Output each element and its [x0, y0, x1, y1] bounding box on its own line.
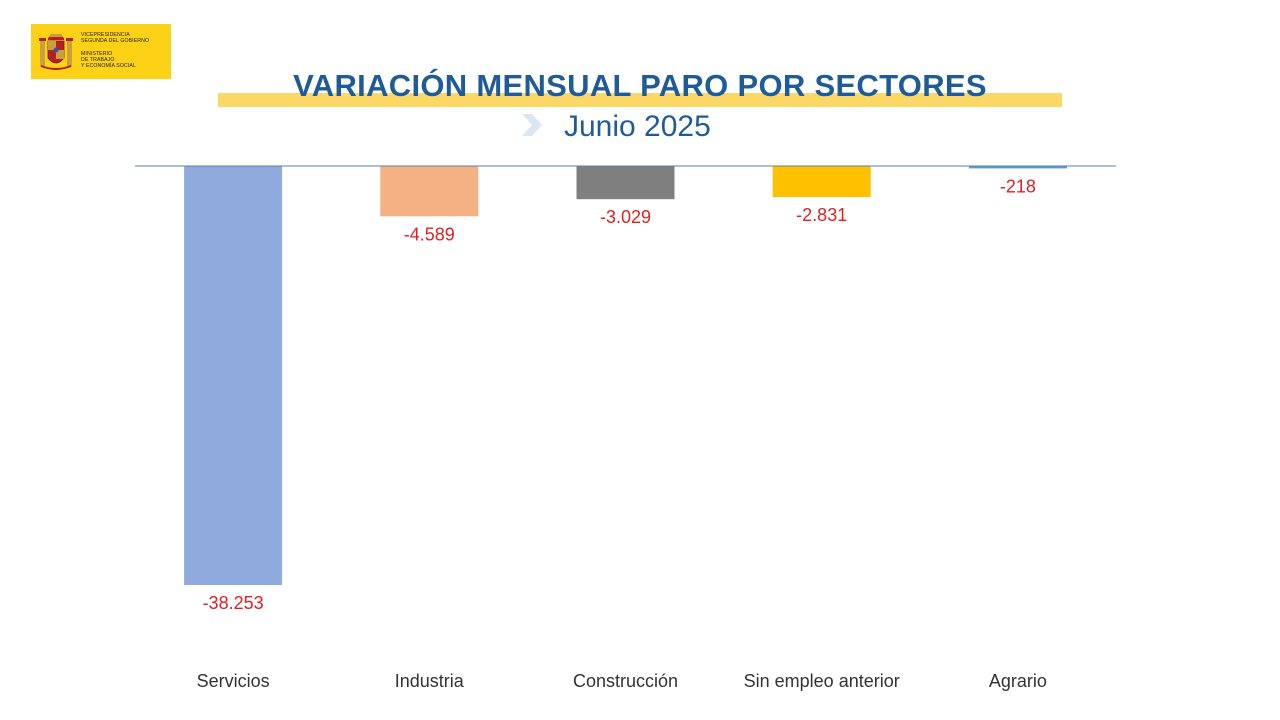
- data-label: -218: [1000, 176, 1036, 196]
- title-highlight-bar: [218, 93, 1062, 107]
- bar-industria: [380, 166, 479, 217]
- data-label: -4.589: [404, 224, 455, 244]
- bar-agrario: [968, 166, 1067, 169]
- logo-line-2: SEGUNDA DEL GOBIERNO: [81, 38, 150, 44]
- category-label: Agrario: [989, 671, 1047, 691]
- category-label: Construcción: [573, 671, 678, 691]
- bar-sin-empleo-anterior: [772, 166, 871, 197]
- chart-title: VARIACIÓN MENSUAL PARO POR SECTORES: [293, 68, 987, 103]
- chevron-right-icon: [522, 114, 542, 136]
- category-label: Sin empleo anterior: [744, 671, 900, 691]
- coat-of-arms-icon: [39, 34, 73, 70]
- data-label: -2.831: [796, 205, 847, 225]
- data-label: -3.029: [600, 207, 651, 227]
- chart-subtitle: Junio 2025: [564, 110, 711, 143]
- bar-construcci-n: [576, 166, 675, 200]
- logo-line-5: Y ECONOMÍA SOCIAL: [81, 63, 136, 69]
- logo-line-1: VICEPRESIDENCIA: [81, 32, 130, 38]
- logo-line-4: DE TRABAJO: [81, 57, 115, 63]
- ministry-logo: VICEPRESIDENCIA SEGUNDA DEL GOBIERNO MIN…: [31, 24, 171, 79]
- category-label: Servicios: [197, 671, 270, 691]
- data-label: -38.253: [203, 593, 264, 613]
- logo-line-3: MINISTERIO: [81, 51, 113, 57]
- category-label: Industria: [395, 671, 465, 691]
- bar-servicios: [184, 166, 283, 585]
